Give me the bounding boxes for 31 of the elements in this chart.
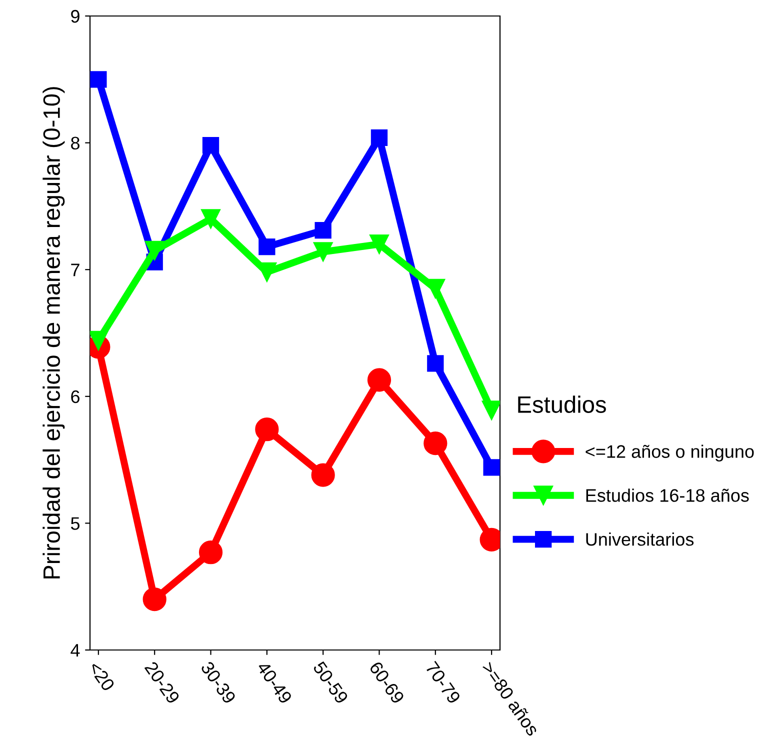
point [142, 587, 166, 612]
y-tick-label: 6 [71, 390, 80, 404]
y-tick-label: 7 [71, 264, 80, 276]
point [314, 222, 332, 239]
point [258, 238, 276, 256]
point [483, 459, 500, 476]
x-tick-label: <20 [88, 660, 116, 692]
y-tick-label: 9 [71, 10, 80, 23]
point [370, 234, 389, 254]
point [427, 355, 444, 372]
point [311, 463, 335, 487]
point [370, 129, 388, 146]
y-tick-label: 4 [70, 644, 80, 657]
point [367, 368, 392, 392]
y-axis-title: Priroidad del ejercicio de manera regular (0-10) [42, 87, 65, 578]
point [201, 209, 220, 229]
legend-label: Estudios 16-18 años [586, 488, 749, 502]
y-tick-label: 5 [70, 517, 80, 530]
point [198, 540, 223, 564]
point [482, 400, 500, 420]
point [90, 71, 107, 88]
point [144, 240, 164, 260]
point [255, 418, 279, 442]
point [313, 242, 333, 262]
y-tick-label: 8 [71, 136, 80, 150]
legend-label: Universitarios [586, 532, 694, 546]
point [202, 137, 220, 154]
point [424, 432, 448, 456]
point [90, 330, 108, 350]
legend-label: <=12 años o ninguno [586, 444, 754, 462]
legend-title: Estudios [518, 396, 606, 413]
